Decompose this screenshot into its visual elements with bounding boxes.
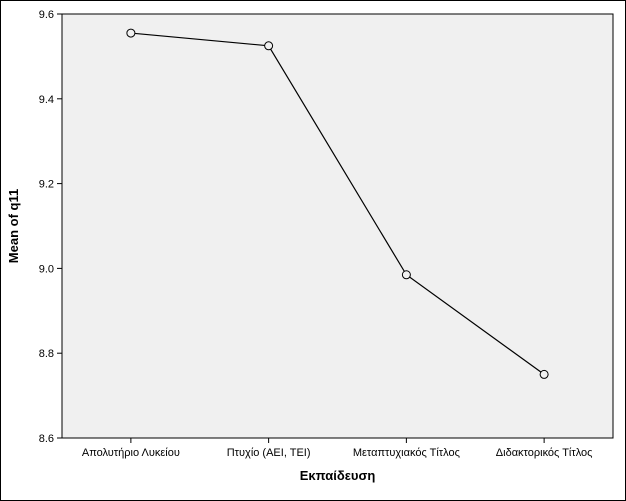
chart-container: 8.6 8.8 9.0 9.2 9.4 9.6 Mean of q11 Απολυτήριο … — [0, 0, 626, 501]
x-tick-label: Διδακτορικός Τίτλος — [496, 447, 593, 459]
y-tick-label: 8.6 — [39, 433, 54, 445]
y-tick-label: 9.2 — [39, 179, 54, 191]
data-marker — [540, 370, 548, 378]
y-tick-label: 9.6 — [39, 9, 54, 21]
y-tick-label: 9.0 — [39, 263, 54, 275]
y-tick-label: 8.8 — [39, 348, 54, 360]
data-marker — [127, 29, 135, 37]
data-marker — [265, 42, 273, 50]
x-tick-label: Πτυχίο (ΑΕΙ, ΤΕΙ) — [227, 447, 311, 459]
x-tick-label: Απολυτήριο Λυκείου — [82, 447, 180, 459]
y-axis-title: Mean of q11 — [6, 189, 21, 263]
y-tick-label: 9.4 — [39, 94, 54, 106]
data-marker — [402, 271, 410, 279]
line-chart: 8.6 8.8 9.0 9.2 9.4 9.6 Mean of q11 Απολυτήριο … — [0, 0, 626, 501]
x-tick-label: Μεταπτυχιακός Τίτλος — [353, 447, 460, 459]
x-axis-title: Εκπαίδευση — [300, 468, 376, 483]
